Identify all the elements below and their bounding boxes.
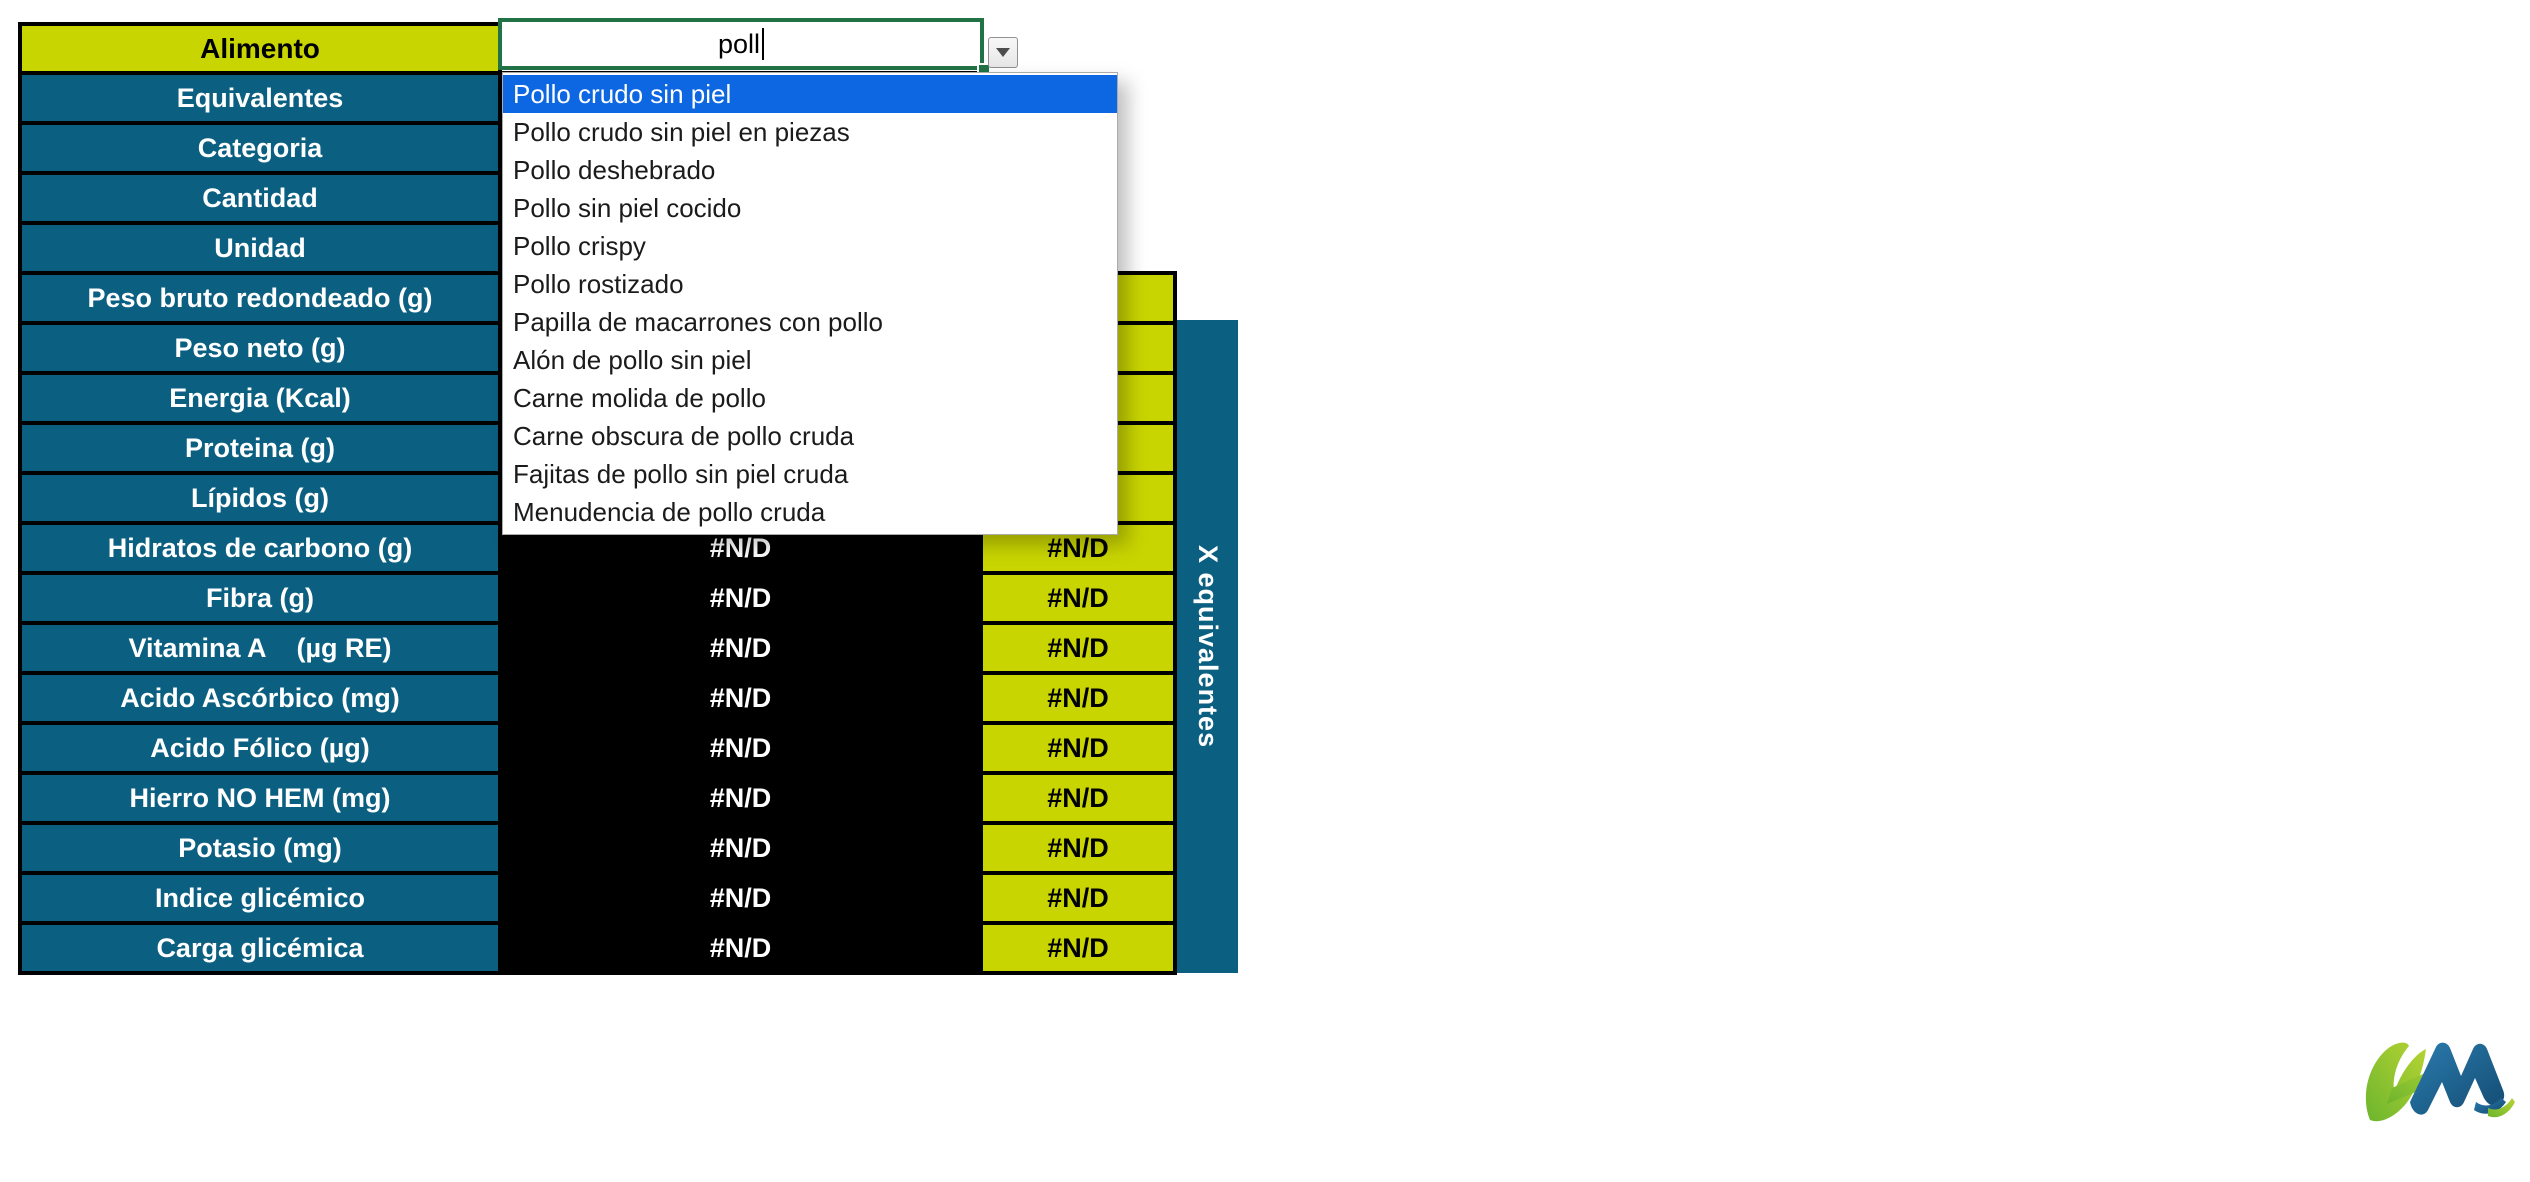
row-value-cell[interactable]: #N/D bbox=[498, 671, 983, 725]
row-label[interactable]: Indice glicémico bbox=[18, 871, 502, 925]
row-label[interactable]: Proteina (g) bbox=[18, 421, 502, 475]
dropdown-item[interactable]: Carne molida de pollo bbox=[513, 383, 766, 413]
table-row: Carga glicémica #N/D #N/D bbox=[18, 921, 1177, 975]
food-search-input[interactable]: poll bbox=[498, 18, 984, 70]
row-label[interactable]: Hidratos de carbono (g) bbox=[18, 521, 502, 575]
row-value-cell[interactable]: #N/D bbox=[498, 821, 983, 875]
table-row: Potasio (mg) #N/D #N/D bbox=[18, 821, 1177, 875]
table-row: Fibra (g) #N/D #N/D bbox=[18, 571, 1177, 625]
row-value-cell[interactable]: #N/D bbox=[498, 871, 983, 925]
autocomplete-dropdown: Pollo crudo sin piel Pollo crudo sin pie… bbox=[502, 72, 1118, 535]
row-label[interactable]: Unidad bbox=[18, 221, 502, 275]
brand-logo bbox=[2365, 1042, 2515, 1122]
dropdown-item[interactable]: Pollo crispy bbox=[513, 231, 646, 261]
dropdown-item[interactable]: Carne obscura de pollo cruda bbox=[513, 421, 855, 451]
table-row: Acido Ascórbico (mg) #N/D #N/D bbox=[18, 671, 1177, 725]
dropdown-item[interactable]: Pollo rostizado bbox=[513, 269, 684, 299]
dropdown-item[interactable]: Fajitas de pollo sin piel cruda bbox=[513, 459, 849, 489]
row-label[interactable]: Potasio (mg) bbox=[18, 821, 502, 875]
row-label[interactable]: Fibra (g) bbox=[18, 571, 502, 625]
row-equivalent-cell[interactable]: #N/D bbox=[979, 721, 1177, 775]
table-header-row: Alimento bbox=[18, 22, 1177, 75]
food-search-value: poll bbox=[717, 28, 761, 59]
table-row: Indice glicémico #N/D #N/D bbox=[18, 871, 1177, 925]
dropdown-arrow-button[interactable] bbox=[988, 37, 1018, 68]
row-label[interactable]: Energia (Kcal) bbox=[18, 371, 502, 425]
row-equivalent-cell[interactable]: #N/D bbox=[979, 921, 1177, 975]
dropdown-item[interactable]: Menudencia de pollo cruda bbox=[513, 497, 826, 527]
row-value-cell[interactable]: #N/D bbox=[498, 621, 983, 675]
row-equivalent-cell[interactable]: #N/D bbox=[979, 621, 1177, 675]
header-cell-alimento[interactable]: Alimento bbox=[18, 22, 502, 75]
row-label[interactable]: Peso neto (g) bbox=[18, 321, 502, 375]
dropdown-item[interactable]: Papilla de macarrones con pollo bbox=[513, 307, 883, 337]
row-label[interactable]: Hierro NO HEM (mg) bbox=[18, 771, 502, 825]
row-label[interactable]: Categoria bbox=[18, 121, 502, 175]
dropdown-item[interactable]: Alón de pollo sin piel bbox=[513, 345, 752, 375]
row-label[interactable]: Vitamina A (µg RE) bbox=[18, 621, 502, 675]
row-value-cell[interactable]: #N/D bbox=[498, 721, 983, 775]
row-label[interactable]: Peso bruto redondeado (g) bbox=[18, 271, 502, 325]
row-label[interactable]: Acido Ascórbico (mg) bbox=[18, 671, 502, 725]
table-row: Vitamina A (µg RE) #N/D #N/D bbox=[18, 621, 1177, 675]
row-label[interactable]: Carga glicémica bbox=[18, 921, 502, 975]
row-label[interactable]: Acido Fólico (µg) bbox=[18, 721, 502, 775]
row-equivalent-cell[interactable]: #N/D bbox=[979, 771, 1177, 825]
table-row: Hierro NO HEM (mg) #N/D #N/D bbox=[18, 771, 1177, 825]
dropdown-item[interactable]: Pollo deshebrado bbox=[513, 155, 716, 185]
text-caret bbox=[762, 28, 765, 60]
row-value-cell[interactable]: #N/D bbox=[498, 921, 983, 975]
x-equivalentes-banner[interactable]: X equivalentes bbox=[1177, 320, 1238, 973]
row-equivalent-cell[interactable]: #N/D bbox=[979, 821, 1177, 875]
row-equivalent-cell[interactable]: #N/D bbox=[979, 571, 1177, 625]
table-row: Acido Fólico (µg) #N/D #N/D bbox=[18, 721, 1177, 775]
row-label[interactable]: Cantidad bbox=[18, 171, 502, 225]
chevron-down-icon bbox=[996, 48, 1010, 57]
dropdown-item[interactable]: Pollo crudo sin piel bbox=[503, 75, 1117, 113]
row-label[interactable]: Lípidos (g) bbox=[18, 471, 502, 525]
row-value-cell[interactable]: #N/D bbox=[498, 771, 983, 825]
row-equivalent-cell[interactable]: #N/D bbox=[979, 671, 1177, 725]
dropdown-item[interactable]: Pollo sin piel cocido bbox=[513, 193, 742, 223]
dropdown-item[interactable]: Pollo crudo sin piel en piezas bbox=[513, 117, 850, 147]
row-equivalent-cell[interactable]: #N/D bbox=[979, 871, 1177, 925]
row-value-cell[interactable]: #N/D bbox=[498, 571, 983, 625]
row-label[interactable]: Equivalentes bbox=[18, 71, 502, 125]
